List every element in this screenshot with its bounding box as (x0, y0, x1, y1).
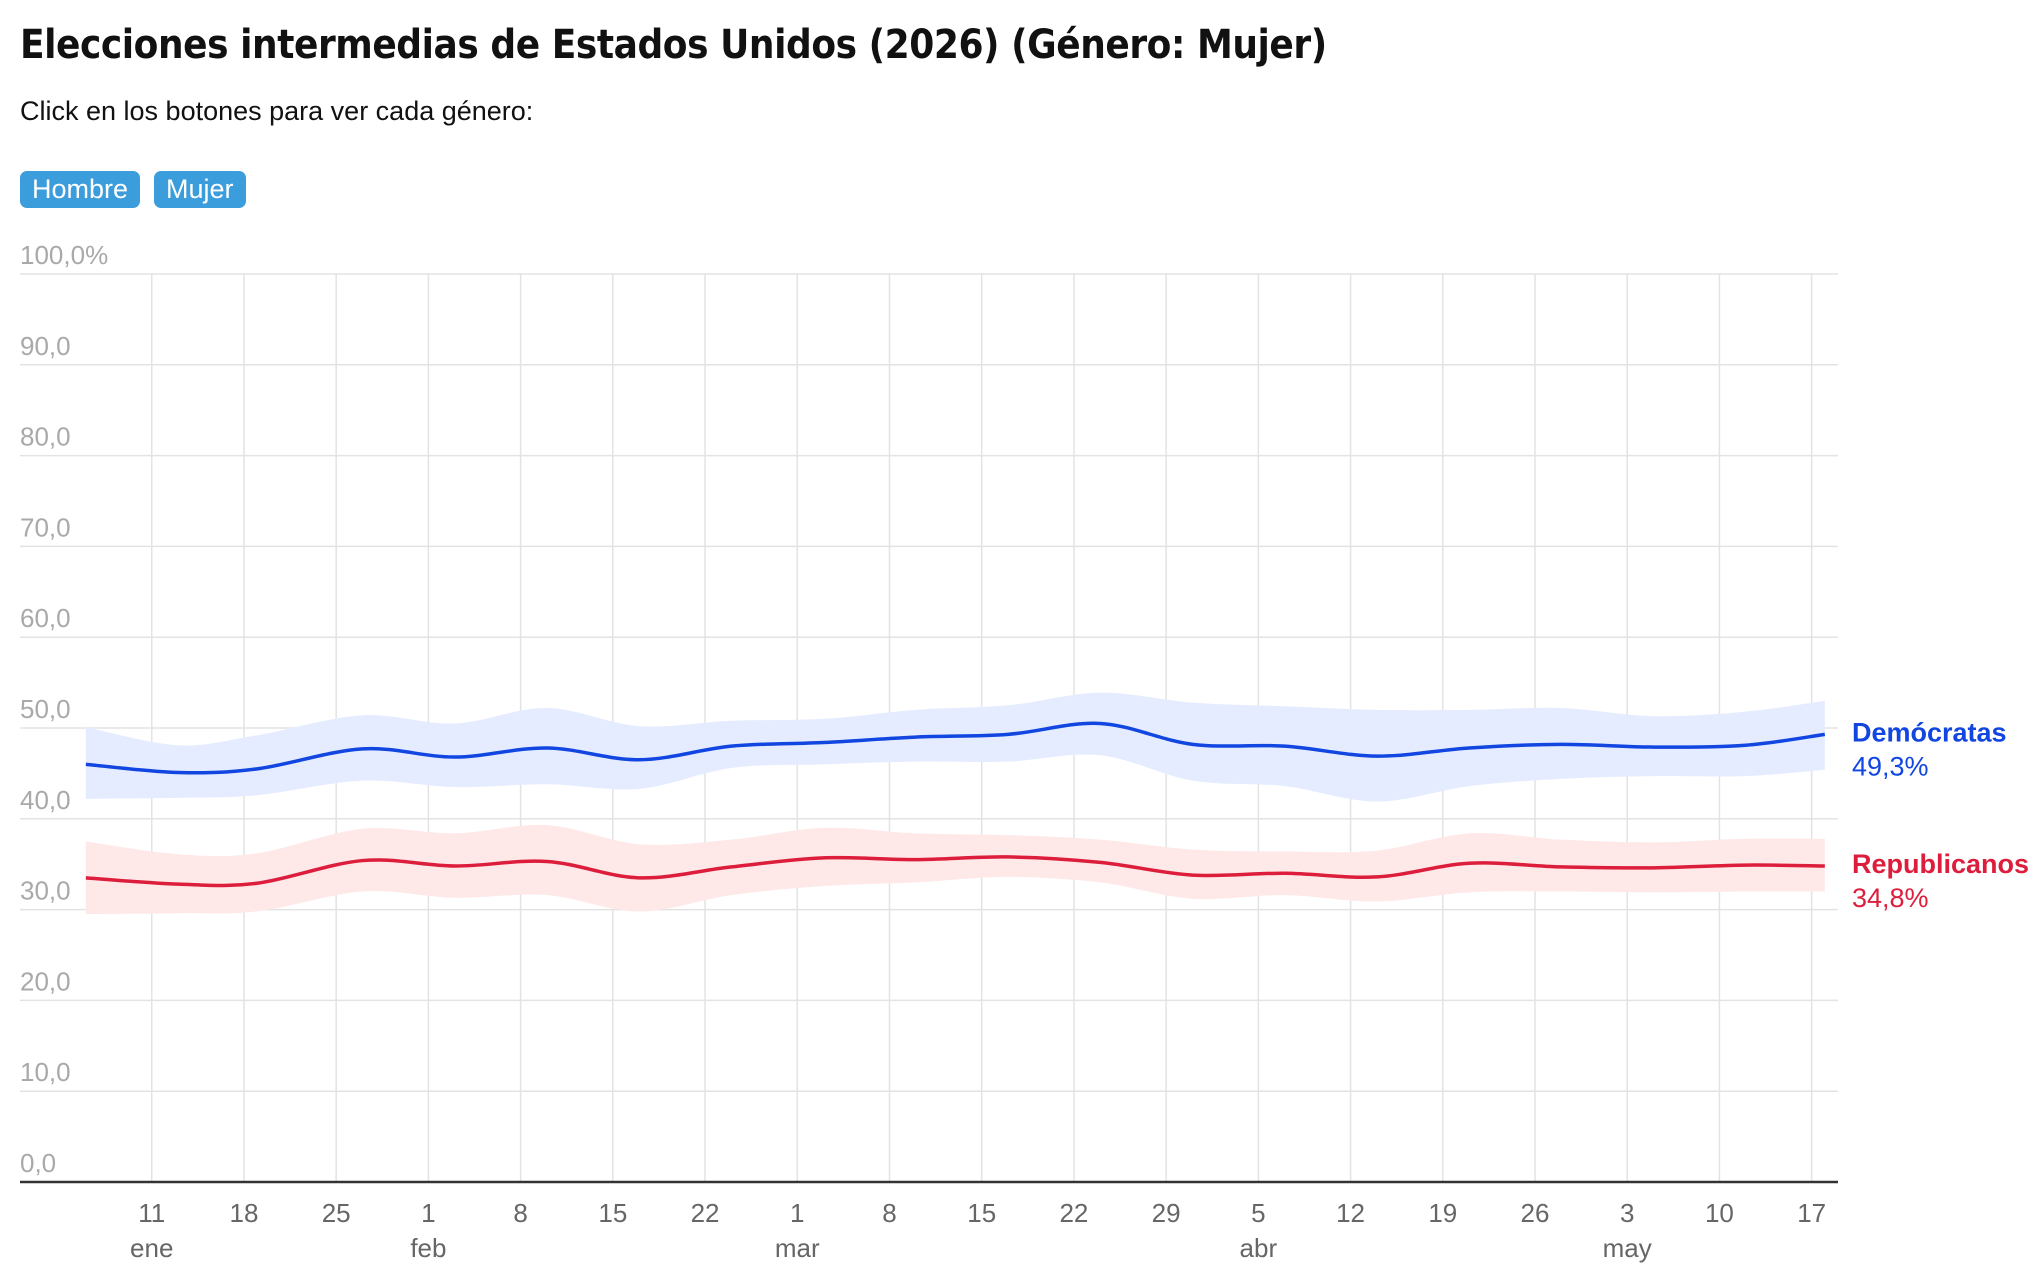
x-tick-label: 22 (691, 1198, 720, 1228)
y-tick-label: 60,0 (20, 603, 71, 633)
y-tick-label: 30,0 (20, 876, 71, 906)
x-tick-label: 8 (513, 1198, 527, 1228)
y-tick-label: 0,0 (20, 1148, 56, 1178)
x-tick-label: 12 (1336, 1198, 1365, 1228)
axis-labels: 0,0 10,0 20,0 30,0 40,0 50,0 60,0 70,0 80,0 90,0 1… (20, 240, 1826, 1263)
y-tick-label: 100,0% (20, 240, 108, 270)
x-tick-label: 11 (138, 1198, 165, 1228)
democratas-last-value: 49,3% (1852, 751, 1929, 781)
republicanos-confidence-band (85, 824, 1825, 915)
x-tick-label: 15 (598, 1198, 627, 1228)
democratas-line (85, 721, 1826, 775)
x-month-label: ene (130, 1233, 173, 1263)
x-tick-label: 17 (1797, 1198, 1826, 1228)
series-lines (85, 721, 1826, 888)
y-tick-label: 10,0 (20, 1057, 71, 1087)
confidence-bands (85, 692, 1825, 915)
x-tick-label: 25 (322, 1198, 351, 1228)
y-tick-label: 50,0 (20, 694, 71, 724)
x-tick-label: 8 (882, 1198, 896, 1228)
x-tick-label: 5 (1251, 1198, 1265, 1228)
y-tick-label: 70,0 (20, 512, 71, 542)
x-month-label: abr (1240, 1233, 1278, 1263)
x-tick-label: 22 (1059, 1198, 1088, 1228)
republicanos-line (85, 855, 1825, 888)
x-tick-label: 15 (967, 1198, 996, 1228)
page-title: Elecciones intermedias de Estados Unidos… (20, 22, 1327, 68)
x-month-label: may (1603, 1233, 1652, 1263)
y-tick-label: 80,0 (20, 422, 71, 452)
x-tick-label: 3 (1620, 1198, 1634, 1228)
x-tick-label: 1 (421, 1198, 435, 1228)
x-month-label: feb (410, 1233, 446, 1263)
democratas-confidence-band (85, 692, 1825, 802)
x-tick-label: 29 (1152, 1198, 1181, 1228)
x-tick-label: 18 (229, 1198, 258, 1228)
x-tick-label: 26 (1521, 1198, 1550, 1228)
mujer-button[interactable]: Mujer (154, 171, 246, 208)
democratas-series-name: Demócratas (1852, 717, 2007, 747)
hombre-button[interactable]: Hombre (20, 171, 141, 208)
republicanos-last-value: 34,8% (1852, 883, 1929, 913)
x-tick-label: 1 (790, 1198, 804, 1228)
instructions-text: Click en los botones para ver cada géner… (20, 96, 534, 126)
x-tick-label: 19 (1428, 1198, 1457, 1228)
y-tick-label: 90,0 (20, 331, 71, 361)
x-tick-label: 10 (1705, 1198, 1734, 1228)
gender-button-group: Hombre Mujer (20, 171, 246, 208)
y-tick-label: 40,0 (20, 785, 71, 815)
series-end-labels: Demócratas 49,3% Republicanos 34,8% (1852, 717, 2029, 913)
x-month-label: mar (775, 1233, 820, 1263)
y-tick-label: 20,0 (20, 966, 71, 996)
republicanos-series-name: Republicanos (1852, 849, 2029, 879)
